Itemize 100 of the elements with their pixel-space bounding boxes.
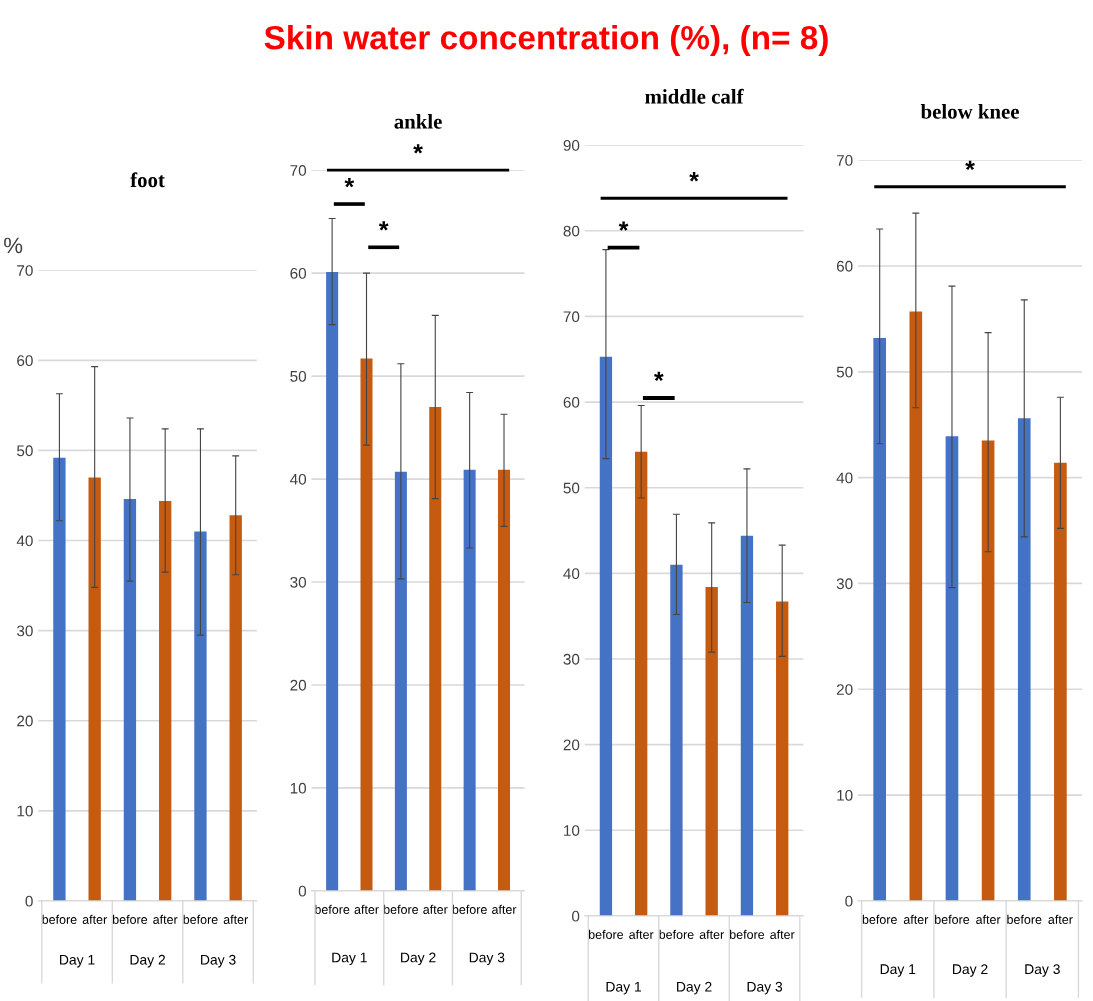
text: Day 2	[401, 952, 436, 966]
bar	[326, 272, 339, 891]
text: Day 1	[880, 964, 916, 977]
x-tick-label: after	[903, 914, 929, 924]
y-tick-label: 40	[836, 472, 853, 484]
y-tick-label: 0	[25, 895, 33, 907]
y-tick-label: 30	[836, 578, 853, 590]
bar	[394, 471, 407, 891]
text: Day 1	[606, 981, 641, 995]
x-tick-label: after	[629, 929, 654, 939]
x-tick-label: before	[42, 914, 77, 924]
text: Day 3	[469, 952, 505, 966]
x-tick-label: after	[976, 914, 1001, 924]
y-tick-label: 80	[563, 225, 580, 237]
bar	[776, 601, 789, 916]
text: Day 3	[747, 981, 783, 995]
y-tick-label: 60	[836, 260, 853, 272]
bar	[88, 477, 101, 901]
bar	[945, 436, 959, 901]
y-tick-label: 0	[298, 885, 307, 897]
y-tick-label: 0	[845, 895, 853, 907]
x-tick-label: before	[730, 929, 765, 939]
y-tick-label: 40	[16, 535, 33, 547]
y-tick-label: 90	[563, 140, 580, 151]
bar	[670, 564, 683, 916]
y-tick-label: 50	[290, 370, 307, 382]
bar	[909, 311, 923, 901]
x-tick-label: before	[935, 914, 970, 924]
x-tick-label: after	[699, 929, 724, 939]
x-tick-label: after	[492, 904, 517, 914]
y-tick-label: 50	[563, 482, 580, 494]
chart-subtitle: foot	[130, 172, 165, 188]
y-tick-label: 70	[290, 165, 307, 176]
chart-title: below knee	[920, 104, 1019, 119]
y-tick-label: 60	[17, 355, 33, 367]
text: Day 2	[677, 981, 712, 995]
y-tick-label: 50	[17, 445, 33, 457]
bar	[429, 406, 442, 891]
chart-title: middle calf	[645, 88, 744, 104]
y-tick-label: 20	[563, 739, 580, 751]
x-tick-label: before	[383, 904, 419, 914]
y-tick-label: 10	[837, 789, 853, 801]
annotation: *	[689, 172, 699, 182]
y-tick-label: 70	[836, 155, 853, 166]
y-tick-label: 0	[571, 910, 580, 922]
bar	[53, 457, 66, 901]
y-tick-label: 60	[290, 268, 307, 279]
x-tick-label: before	[659, 929, 694, 939]
x-tick-label: before	[183, 914, 218, 924]
x-tick-label: before	[452, 904, 487, 914]
x-tick-label: before	[113, 914, 148, 924]
x-tick-label: after	[82, 914, 107, 924]
x-tick-label: after	[770, 929, 795, 939]
y-tick-label: 30	[16, 625, 33, 637]
x-tick-label: before	[315, 904, 350, 914]
bar	[159, 500, 172, 901]
y-tick-label: 60	[563, 396, 580, 408]
y-tick-label: 20	[290, 679, 307, 691]
bar	[740, 535, 754, 916]
bar	[599, 356, 613, 916]
text: Day 2	[130, 954, 165, 968]
bar	[498, 469, 511, 891]
text: Day 1	[332, 952, 367, 966]
text: Day 1	[60, 955, 95, 968]
y-tick-label: 40	[290, 473, 307, 485]
y-tick-label: 10	[564, 825, 580, 836]
annotation: *	[965, 160, 975, 171]
y-tick-label: 10	[17, 805, 33, 817]
x-tick-label: after	[153, 914, 178, 924]
x-tick-label: after	[354, 904, 379, 914]
text: *	[413, 144, 423, 154]
bar	[1054, 462, 1067, 901]
annotation: *	[618, 221, 629, 231]
x-tick-label: before	[1007, 914, 1042, 924]
x-tick-label: after	[1048, 914, 1073, 924]
bar	[1017, 418, 1031, 901]
y-tick-label: 40	[563, 568, 580, 580]
bar	[463, 469, 476, 891]
x-tick-label: before	[862, 914, 897, 924]
y-tick-label: 30	[290, 576, 307, 588]
y-tick-label: 70	[563, 311, 580, 323]
annotation: *	[378, 221, 389, 231]
y-tick-label: 20	[836, 684, 853, 695]
y-tick-label: 10	[290, 782, 307, 794]
x-tick-label: after	[423, 904, 448, 914]
y-tick-label: 70	[17, 265, 33, 276]
y-tick-label: 20	[17, 715, 33, 727]
y-axis-title: %	[4, 237, 23, 254]
bar	[705, 587, 718, 916]
x-tick-label: before	[589, 929, 624, 939]
bar	[360, 358, 373, 891]
chart-title: ankle	[394, 114, 442, 129]
text: Day 3	[1025, 964, 1060, 977]
annotation: *	[344, 178, 355, 188]
bar	[981, 440, 995, 901]
bar	[635, 451, 648, 916]
bar	[873, 337, 887, 901]
y-tick-label: 50	[836, 366, 853, 378]
bar	[123, 499, 137, 901]
text: Day 2	[953, 964, 988, 977]
